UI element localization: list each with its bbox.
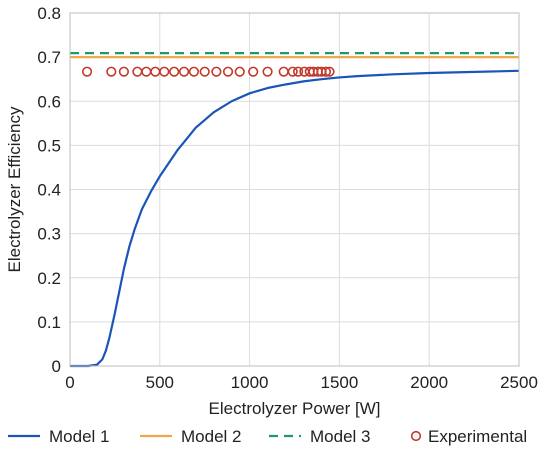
x-tick-label: 2000 [410, 373, 448, 392]
y-tick-label: 0.6 [37, 92, 61, 111]
data-point [159, 66, 170, 77]
series-line-model-1 [70, 69, 520, 368]
legend-item-experimental: Experimental [410, 427, 527, 446]
y-axis-ticks: 0 0.1 0.2 0.3 0.4 0.5 0.6 0.7 0.8 [37, 4, 61, 376]
series-model-1 [70, 69, 520, 368]
y-tick-label: 0.3 [37, 225, 61, 244]
data-point [262, 66, 273, 77]
legend-label: Experimental [428, 427, 527, 446]
data-point [234, 66, 245, 77]
legend-label: Model 2 [181, 427, 241, 446]
y-tick-label: 0.7 [37, 48, 61, 67]
y-tick-label: 0.8 [37, 4, 61, 23]
legend: Model 1 Model 2 Model 3 Experimental [8, 427, 527, 446]
x-tick-label: 1000 [231, 373, 269, 392]
legend-item-model-1: Model 1 [8, 427, 109, 446]
legend-label: Model 1 [49, 427, 109, 446]
x-tick-label: 500 [146, 373, 174, 392]
data-point [278, 66, 289, 77]
data-point [106, 66, 117, 77]
data-point [287, 66, 298, 77]
data-point [178, 66, 190, 77]
data-point [141, 66, 152, 77]
y-axis-title: Electrolyzer Efficiency [5, 106, 24, 272]
legend-label: Model 3 [310, 427, 370, 446]
data-point [150, 66, 161, 77]
series-layer [70, 52, 520, 368]
x-axis-ticks: 0 500 1000 1500 2000 2500 [65, 373, 538, 392]
y-tick-label: 0.5 [37, 136, 61, 155]
data-point [320, 66, 332, 77]
legend-swatch [410, 430, 422, 442]
y-tick-label: 0.4 [37, 181, 61, 200]
data-point [211, 66, 222, 77]
legend-item-model-2: Model 2 [140, 427, 241, 446]
plot-frame [69, 12, 520, 367]
y-tick-label: 0.2 [37, 269, 61, 288]
data-point [81, 66, 93, 77]
x-tick-label: 0 [65, 373, 74, 392]
data-point [222, 66, 234, 77]
data-point [292, 66, 304, 77]
grid-lines [69, 12, 520, 367]
series-experimental [81, 66, 335, 77]
y-tick-label: 0 [52, 357, 61, 376]
data-point [132, 66, 143, 77]
data-point [169, 66, 180, 77]
x-axis-title: Electrolyzer Power [W] [209, 399, 381, 418]
legend-item-model-3: Model 3 [269, 427, 370, 446]
data-point [199, 66, 210, 77]
y-tick-label: 0.1 [37, 313, 61, 332]
x-tick-label: 2500 [500, 373, 538, 392]
data-point [118, 66, 129, 77]
data-point [324, 66, 335, 77]
data-point [248, 66, 259, 77]
data-point [188, 66, 200, 77]
x-tick-label: 1500 [320, 373, 358, 392]
